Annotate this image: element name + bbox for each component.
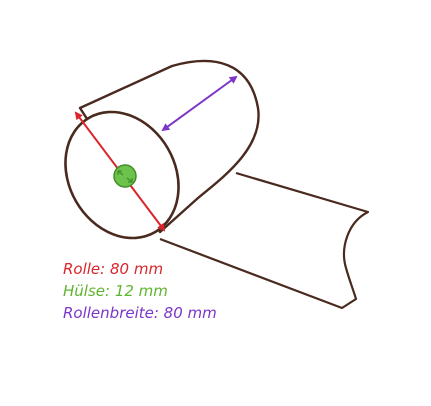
legend-roll-diameter: Rolle: 80 mm — [63, 260, 164, 278]
core-arrow-right — [126, 177, 133, 183]
legend-roll-width: Rollenbreite: 80 mm — [63, 304, 217, 322]
roll-width-arrow — [161, 75, 238, 132]
unrolled-paper-strip — [159, 171, 370, 310]
core-circle — [113, 164, 137, 188]
legend-core-diameter: Hülse: 12 mm — [63, 282, 168, 300]
dimension-legend: Rolle: 80 mm Hülse: 12 mm Rollenbreite: … — [63, 258, 217, 324]
core-arrow-left — [117, 170, 124, 176]
